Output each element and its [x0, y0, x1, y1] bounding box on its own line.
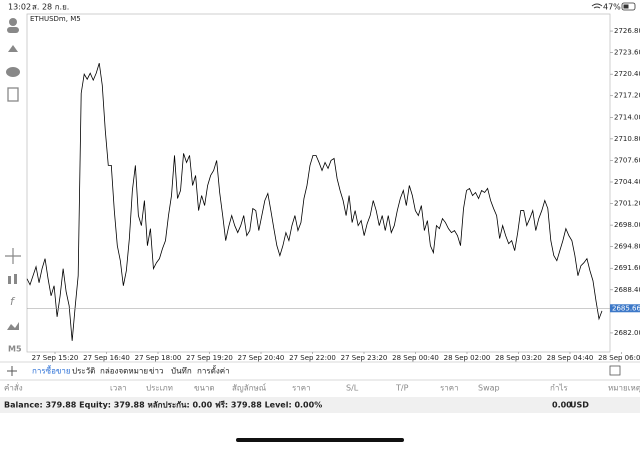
- candle-icon-2: [14, 274, 17, 284]
- x-tick-label: 27 Sep 19:20: [186, 354, 233, 362]
- left-toolbar: f M5: [5, 18, 22, 354]
- y-tick-label: 2707.60: [614, 156, 640, 164]
- column-header: สัญลักษณ์: [232, 383, 267, 393]
- chat-icon[interactable]: [6, 67, 20, 77]
- price-line: [26, 63, 603, 341]
- y-tick-label: 2694.80: [614, 243, 640, 251]
- x-tick-label: 28 Sep 00:40: [392, 354, 439, 362]
- column-header: ประเภท: [146, 384, 173, 393]
- objects-icon[interactable]: [7, 322, 19, 330]
- column-header: Swap: [478, 384, 500, 393]
- column-header: หมายเหตุ: [608, 384, 640, 393]
- home-indicator: [236, 438, 404, 442]
- column-header: ราคา: [440, 384, 459, 393]
- x-tick-label: 28 Sep 06:00: [598, 354, 640, 362]
- y-tick-label: 2682.00: [614, 329, 640, 337]
- column-header: ราคา: [292, 384, 311, 393]
- account-summary: Balance: 379.88 Equity: 379.88 หลักประกั…: [4, 400, 322, 410]
- status-battery: 47%: [603, 3, 621, 12]
- candle-icon[interactable]: [8, 276, 11, 284]
- tab[interactable]: ข่าว: [149, 367, 163, 376]
- crosshair-icon[interactable]: [5, 248, 21, 264]
- column-header: กำไร: [550, 384, 568, 393]
- account-icon-body: [7, 27, 19, 33]
- account-profit: 0.00: [552, 401, 572, 410]
- status-time: 13:02: [8, 3, 31, 12]
- tab[interactable]: การซื้อขาย: [32, 365, 71, 376]
- y-tick-label: 2710.80: [614, 135, 640, 143]
- x-tick-label: 27 Sep 15:20: [32, 354, 79, 362]
- x-tick-label: 27 Sep 20:40: [238, 354, 285, 362]
- account-icon[interactable]: [9, 18, 17, 26]
- tab[interactable]: กล่องจดหมาย: [100, 367, 148, 376]
- tab[interactable]: ประวัติ: [72, 367, 95, 376]
- x-tick-label: 28 Sep 03:20: [495, 354, 542, 362]
- column-header: T/P: [395, 384, 409, 393]
- y-tick-label: 2720.40: [614, 70, 640, 78]
- x-tick-label: 28 Sep 02:00: [444, 354, 491, 362]
- battery-icon: [621, 2, 636, 11]
- wifi-icon: [591, 3, 603, 9]
- y-tick-label: 2688.40: [614, 286, 640, 294]
- y-tick-label: 2698.00: [614, 221, 640, 229]
- status-date: ส. 28 ก.ย.: [32, 3, 69, 12]
- column-header: คำสั่ง: [4, 382, 23, 393]
- indicator-icon[interactable]: f: [10, 295, 16, 308]
- y-tick-label: 2701.20: [614, 200, 640, 208]
- tab[interactable]: บันทึก: [171, 367, 192, 376]
- tab[interactable]: การตั้งค่า: [197, 365, 230, 376]
- x-tick-label: 27 Sep 23:20: [341, 354, 388, 362]
- y-tick-label: 2691.60: [614, 264, 640, 272]
- panel-icon[interactable]: [609, 365, 621, 376]
- y-tick-label: 2726.80: [614, 27, 640, 35]
- y-tick-label: 2723.60: [614, 49, 640, 57]
- add-button[interactable]: [7, 366, 17, 376]
- y-tick-label: 2704.40: [614, 178, 640, 186]
- y-tick-label: 2714.00: [614, 113, 640, 121]
- column-header: S/L: [346, 384, 359, 393]
- trade-icon[interactable]: [8, 45, 18, 52]
- last-price-label: 2685.66: [612, 304, 640, 312]
- battery-level: [623, 4, 629, 9]
- chart-title: ETHUSDm, M5: [30, 15, 81, 23]
- column-header: เวลา: [110, 384, 127, 393]
- x-tick-label: 28 Sep 04:40: [547, 354, 594, 362]
- y-tick-label: 2717.20: [614, 92, 640, 100]
- x-tick-label: 27 Sep 16:40: [83, 354, 130, 362]
- column-header: ขนาด: [194, 384, 215, 393]
- new-order-icon[interactable]: [7, 87, 19, 102]
- chart-frame: [26, 13, 611, 353]
- account-currency: USD: [570, 401, 589, 410]
- timeframe-icon[interactable]: M5: [8, 345, 22, 354]
- x-tick-label: 27 Sep 18:00: [135, 354, 182, 362]
- balance-row: [0, 397, 640, 413]
- last-price-box: [610, 304, 640, 313]
- x-tick-label: 27 Sep 22:00: [289, 354, 336, 362]
